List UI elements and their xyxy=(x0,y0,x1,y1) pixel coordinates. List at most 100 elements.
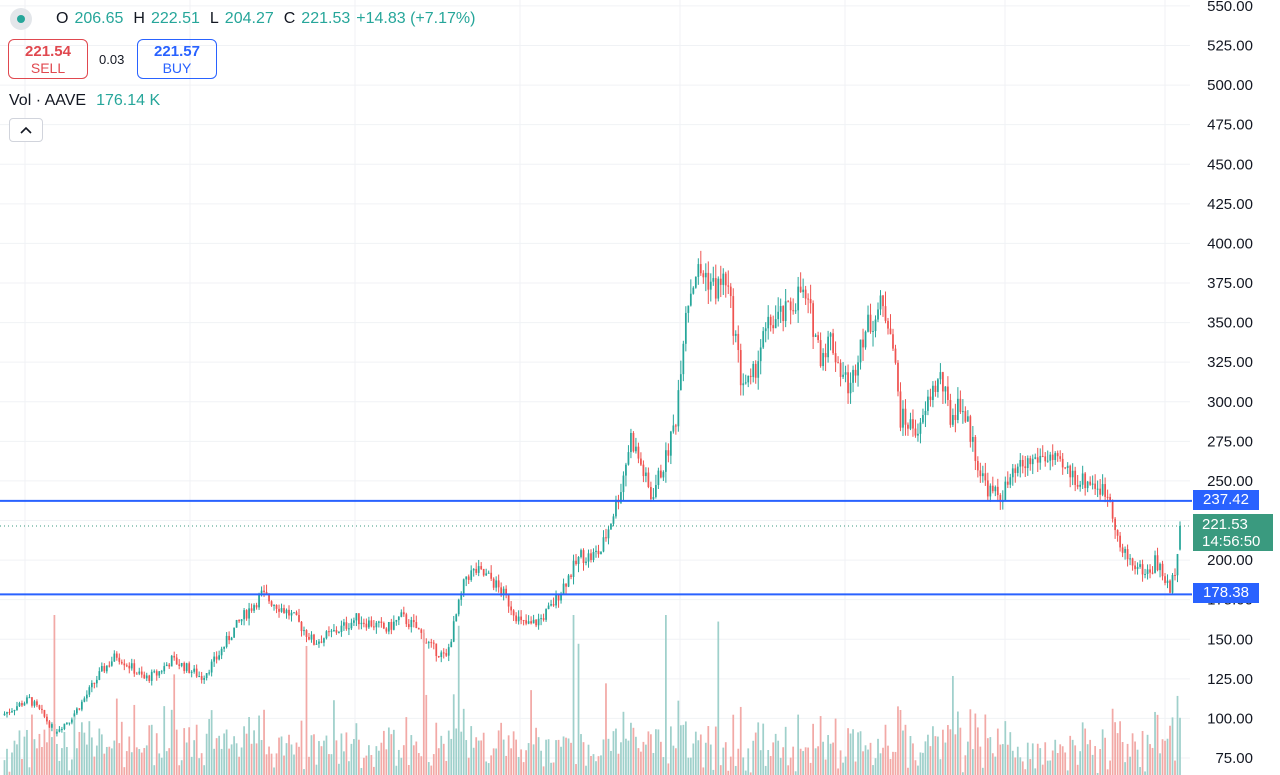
lower-line-price-tag[interactable]: 178.38 xyxy=(1193,583,1259,603)
candle-body xyxy=(682,343,685,375)
volume-bar xyxy=(687,757,690,775)
candle-body xyxy=(288,609,290,616)
volume-bar xyxy=(8,771,11,775)
volume-bar xyxy=(1169,725,1171,775)
volume-bar xyxy=(1019,757,1022,775)
candle-body xyxy=(727,285,730,287)
volume-bar xyxy=(697,740,700,775)
volume-bar xyxy=(927,734,929,775)
volume-bar xyxy=(867,749,869,775)
volume-bar xyxy=(1171,717,1174,775)
volume-bar xyxy=(814,748,817,775)
visibility-toggle[interactable] xyxy=(10,8,32,30)
volume-bar xyxy=(368,745,370,775)
candle-body xyxy=(859,339,862,363)
volume-bar xyxy=(969,709,972,775)
candle-body xyxy=(1099,488,1102,495)
volume-bar xyxy=(794,771,797,775)
candle-body xyxy=(605,537,607,539)
candle-body xyxy=(308,636,310,640)
candle-body xyxy=(1144,573,1146,575)
volume-bar xyxy=(427,762,430,775)
upper-line-price-tag[interactable]: 237.42 xyxy=(1193,490,1259,510)
candle-body xyxy=(939,372,942,380)
candle-body xyxy=(702,273,705,278)
volume-bar xyxy=(732,714,735,775)
volume-bar xyxy=(170,709,173,775)
candle-body xyxy=(882,295,884,307)
volume-bar xyxy=(832,742,834,775)
volume-bar xyxy=(300,720,303,775)
volume-bar xyxy=(789,757,792,775)
volume-bar xyxy=(550,762,552,775)
volume-bar xyxy=(952,675,954,775)
candle-body xyxy=(467,576,470,580)
candle-body xyxy=(98,671,101,680)
volume-bar xyxy=(1159,753,1161,775)
volume-bar xyxy=(422,629,425,775)
candle-body xyxy=(90,682,93,688)
volume-bar xyxy=(961,772,964,775)
volume-bar xyxy=(879,753,882,775)
candle-body xyxy=(645,472,647,477)
candle-body xyxy=(285,609,288,614)
volume-bar xyxy=(370,755,373,775)
volume-bar xyxy=(470,726,473,775)
volume-bar xyxy=(777,740,780,775)
candle-body xyxy=(822,353,824,367)
volume-bar xyxy=(1004,721,1007,775)
candle-body xyxy=(338,631,340,633)
sell-button[interactable]: 221.54 SELL xyxy=(8,39,88,79)
candle-body xyxy=(674,425,677,427)
volume-bar xyxy=(939,759,942,775)
candle-body xyxy=(996,486,999,496)
volume-bar xyxy=(974,713,977,775)
candle-body xyxy=(188,663,191,673)
candle-body xyxy=(123,663,126,666)
volume-bar xyxy=(1014,757,1017,775)
candle-body xyxy=(148,675,151,681)
candle-body xyxy=(208,672,211,674)
candle-body xyxy=(904,408,907,425)
candle-body xyxy=(323,638,325,643)
volume-bar xyxy=(213,748,216,775)
volume-bar xyxy=(565,737,567,775)
candle-body xyxy=(687,305,690,313)
candle-body xyxy=(834,353,837,363)
volume-bar xyxy=(16,744,18,775)
volume-bar xyxy=(632,727,635,775)
volume-bar xyxy=(452,694,455,775)
volume-bar xyxy=(228,748,230,775)
candle-body xyxy=(66,722,68,724)
volume-bar xyxy=(934,736,937,775)
candle-body xyxy=(807,298,810,300)
volume-bar xyxy=(400,757,403,775)
volume-bar xyxy=(28,767,31,775)
candle-body xyxy=(777,311,780,320)
candle-body xyxy=(38,705,41,709)
volume-bar xyxy=(986,738,989,775)
volume-bar xyxy=(442,743,445,775)
candle-body xyxy=(310,634,313,640)
volume-bar xyxy=(103,753,106,775)
candle-body xyxy=(580,550,582,558)
volume-bar xyxy=(1164,740,1166,775)
volume-bar xyxy=(674,748,677,775)
volume-bar xyxy=(640,751,642,775)
candle-body xyxy=(1064,467,1067,469)
candle-body xyxy=(677,390,680,427)
volume-bar xyxy=(664,615,667,775)
candle-body xyxy=(759,347,762,362)
candle-body xyxy=(1009,477,1012,485)
collapse-legend-button[interactable] xyxy=(9,118,43,142)
buy-button[interactable]: 221.57 BUY xyxy=(137,39,217,79)
candle-body xyxy=(1081,473,1084,485)
volume-bar xyxy=(542,766,545,775)
candle-body xyxy=(442,652,445,654)
candle-body xyxy=(679,374,682,391)
candle-body xyxy=(784,301,787,322)
candle-body xyxy=(447,647,450,656)
candle-body xyxy=(375,622,378,628)
volume-bar xyxy=(178,765,181,775)
